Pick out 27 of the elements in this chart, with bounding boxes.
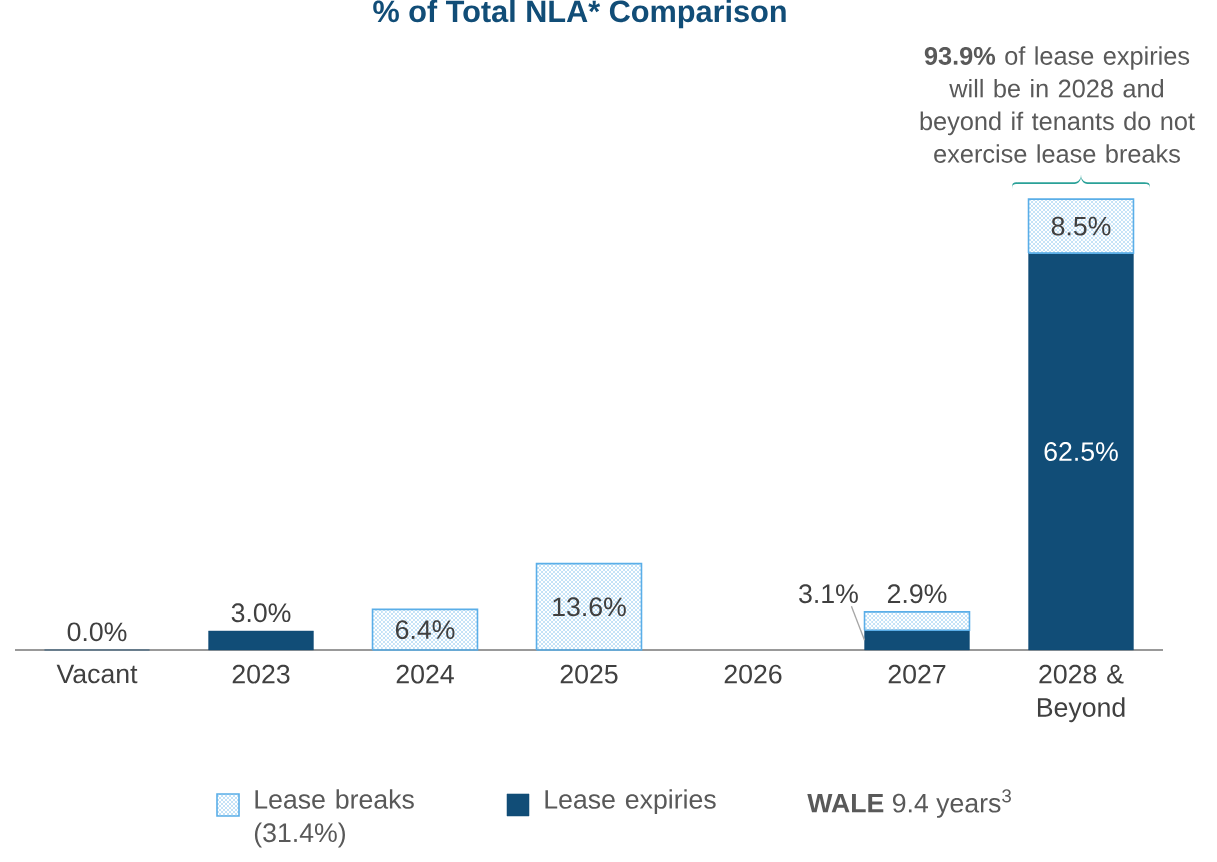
- x-tick-label: 2023: [232, 664, 290, 684]
- bar: [863, 611, 971, 632]
- data-label: 2.9%: [887, 584, 947, 604]
- bar: [864, 630, 970, 651]
- x-tick-label: 2026: [724, 664, 782, 684]
- bar: [1028, 252, 1134, 651]
- data-label: 3.0%: [231, 603, 291, 623]
- data-label: 3.1%: [799, 584, 858, 604]
- bar: [535, 562, 643, 651]
- bar: [371, 608, 479, 651]
- x-tick-label: 2028 & Beyond: [1037, 664, 1125, 723]
- x-tick-label: 2027: [888, 664, 946, 684]
- text: WALE 9.4 years$^{3}$: [807, 789, 1011, 818]
- legend-label: Lease expiries: [545, 789, 716, 815]
- bar: [1027, 198, 1135, 254]
- data-label: 62.5%: [1044, 442, 1118, 461]
- x-tick-label: 2024: [396, 664, 454, 684]
- data-label: 8.5%: [1051, 216, 1111, 236]
- data-label: 13.6%: [553, 597, 626, 617]
- chart-title: % of Total NLA* Comparison: [373, 0, 786, 29]
- x-tick-label: Vacant: [56, 664, 138, 684]
- x-tick-label: 2025: [560, 664, 618, 684]
- legend-label: Lease breaks (31.4%): [254, 789, 414, 848]
- data-label: 0.0%: [67, 622, 127, 642]
- data-label: 6.4%: [395, 620, 455, 640]
- annotation: 93.9% of lease expiries will be in 2028 and beyond if tenants do not exercise lease breaks: [920, 46, 1195, 163]
- bar: [208, 630, 314, 651]
